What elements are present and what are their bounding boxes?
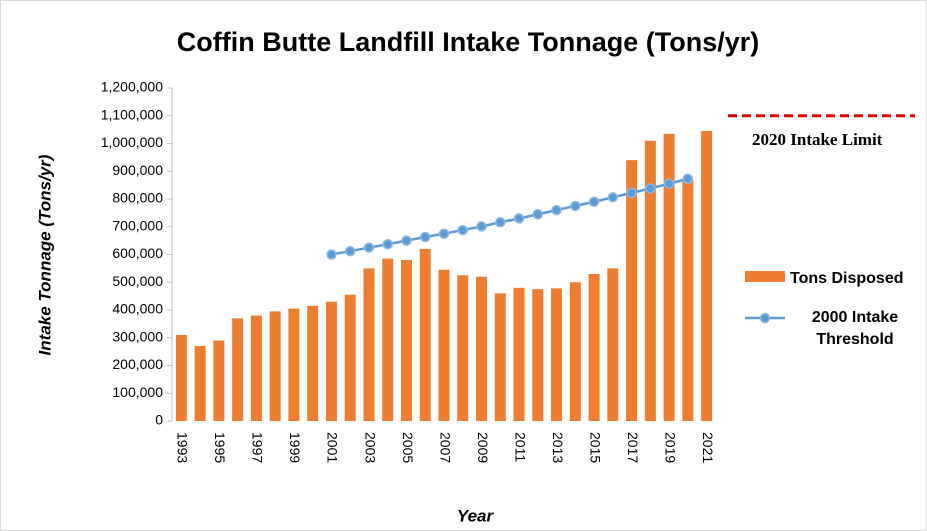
bar: [250, 315, 262, 421]
reference-label: 2020 Intake Limit: [752, 130, 883, 149]
line-marker: [682, 173, 694, 184]
y-tick-label: 400,000: [112, 301, 163, 317]
line-marker: [382, 238, 393, 250]
x-tick-label: 2003: [362, 432, 378, 463]
y-tick-label: 200,000: [112, 356, 163, 372]
x-tick-label: 2019: [662, 432, 678, 463]
line-marker: [626, 187, 637, 199]
line-marker: [495, 217, 506, 228]
bar: [457, 275, 469, 421]
bar: [232, 318, 244, 421]
line-marker: [457, 224, 469, 236]
bar: [607, 268, 619, 421]
x-tick-label: 2005: [400, 432, 416, 463]
y-tick-label: 1,200,000: [101, 79, 163, 95]
legend-label: 2000 Intake Threshold: [811, 309, 899, 348]
y-tick-label: 600,000: [112, 245, 163, 261]
y-tick-label: 800,000: [112, 190, 163, 206]
bar: [644, 140, 656, 421]
bar: [551, 288, 563, 421]
legend-label: Tons Disposed: [790, 270, 904, 287]
line-marker: [663, 178, 675, 189]
y-axis-label: Intake Tonnage (Tons/yr): [35, 154, 54, 355]
line-marker: [570, 200, 581, 212]
bar: [344, 294, 356, 421]
bar: [476, 276, 488, 421]
bar: [213, 340, 225, 421]
y-tick-label: 900,000: [112, 162, 163, 178]
bar: [419, 248, 431, 421]
bar: [588, 273, 600, 421]
bar: [494, 293, 506, 421]
line-marker: [326, 249, 337, 260]
y-tick-label: 700,000: [112, 217, 163, 233]
bar: [325, 301, 337, 421]
line-marker: [551, 204, 562, 216]
x-axis-label: Year: [457, 506, 495, 525]
line-marker: [588, 196, 600, 208]
x-tick-label: 2011: [512, 432, 528, 462]
line-marker: [363, 242, 375, 253]
bar: [532, 289, 544, 421]
bar: [194, 346, 206, 421]
x-tick-label: 2001: [325, 432, 341, 463]
bar: [438, 269, 450, 421]
bar: [175, 334, 187, 421]
x-tick-label: 2007: [437, 432, 453, 463]
bar: [382, 258, 394, 421]
bar: [363, 268, 375, 421]
legend-swatch: [745, 271, 785, 282]
bar: [307, 305, 319, 421]
line-marker: [401, 235, 412, 246]
x-tick-label: 1997: [250, 432, 266, 463]
x-tick-label: 1993: [175, 432, 191, 463]
y-tick-label: 0: [155, 412, 163, 428]
x-tick-label: 1995: [212, 432, 228, 463]
y-tick-label: 100,000: [112, 384, 163, 400]
bar: [663, 133, 675, 421]
x-tick-label: 2015: [587, 432, 603, 463]
chart-title: Coffin Butte Landfill Intake Tonnage (To…: [177, 27, 759, 57]
y-tick-label: 300,000: [112, 328, 163, 344]
line-marker: [476, 221, 487, 232]
x-tick-label: 2013: [550, 432, 566, 463]
line-marker: [438, 228, 450, 239]
bar: [569, 282, 581, 421]
line-marker: [344, 245, 356, 257]
line-marker: [645, 183, 656, 194]
y-tick-label: 1,000,000: [101, 134, 163, 150]
bar: [513, 287, 525, 421]
bar: [400, 260, 412, 421]
line-marker: [607, 192, 619, 203]
bar: [701, 131, 713, 421]
line-marker: [419, 231, 431, 243]
x-tick-label: 2017: [625, 432, 641, 463]
line-marker: [532, 209, 544, 220]
y-tick-label: 1,100,000: [101, 106, 163, 122]
x-tick-label: 1999: [287, 432, 303, 463]
bar: [626, 160, 638, 421]
x-tick-label: 2009: [475, 432, 491, 463]
line-marker: [513, 213, 525, 224]
y-tick-label: 500,000: [112, 273, 163, 289]
bar: [288, 308, 300, 421]
x-tick-label: 2021: [700, 432, 716, 463]
legend-swatch: [759, 312, 771, 324]
bar: [269, 311, 281, 421]
bar: [682, 179, 694, 421]
